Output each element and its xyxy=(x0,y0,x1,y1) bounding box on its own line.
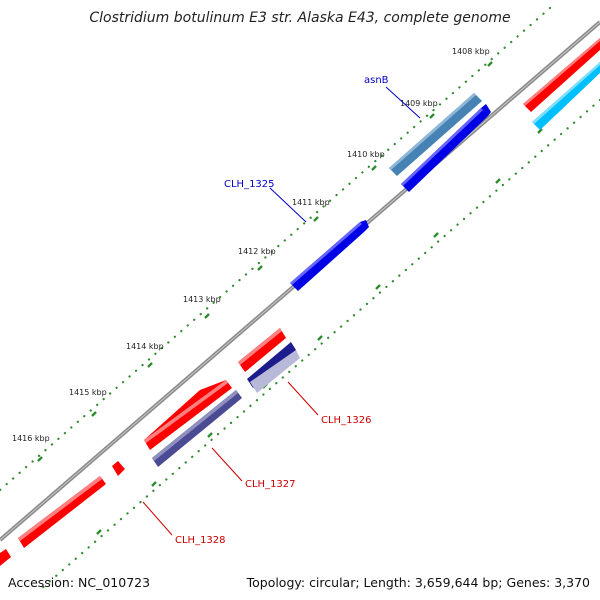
gene-label-clh1327[interactable]: CLH_1327 xyxy=(245,479,296,490)
tick-label-1416: 1416 kbp xyxy=(12,434,50,443)
tick-label-1414: 1414 kbp xyxy=(126,342,164,351)
tick-label-1415: 1415 kbp xyxy=(69,388,107,397)
tick-label-1410: 1410 kbp xyxy=(347,150,385,159)
gene-forward-1[interactable] xyxy=(401,104,491,192)
length-text: Length: 3,659,644 bp; xyxy=(363,575,503,590)
clh1325-leader xyxy=(269,187,307,223)
gene-label-clh1328[interactable]: CLH_1328 xyxy=(175,535,226,546)
accession-text: Accession: NC_010723 xyxy=(8,575,151,590)
gene-reverse-edge[interactable] xyxy=(0,549,11,566)
gene-clh1326[interactable] xyxy=(247,342,300,393)
clh1326-leader xyxy=(287,381,319,416)
map-title: Clostridium botulinum E3 str. Alaska E43… xyxy=(89,10,511,26)
inner-tick-dots xyxy=(38,98,600,592)
gene-reverse-red-1[interactable] xyxy=(238,328,286,372)
gene-asnB[interactable] xyxy=(389,93,482,176)
tick-label-1412: 1412 kbp xyxy=(238,247,276,256)
genome-stats: Topology: circular; Length: 3,659,644 bp… xyxy=(247,575,590,590)
gene-clh1325[interactable] xyxy=(290,220,369,291)
gene-clh1327[interactable] xyxy=(152,390,242,467)
clh1328-leader xyxy=(142,501,173,536)
gene-clh1328[interactable] xyxy=(18,476,106,548)
tick-label-1411: 1411 kbp xyxy=(292,198,330,207)
gene-reverse-top-red[interactable] xyxy=(523,38,600,112)
topology-text: Topology: circular; xyxy=(246,575,360,590)
genes-text: Genes: 3,370 xyxy=(506,575,590,590)
asnB-leader xyxy=(385,86,421,119)
tick-label-1409: 1409 kbp xyxy=(400,99,438,108)
gene-label-clh1326[interactable]: CLH_1326 xyxy=(321,415,372,426)
gene-reverse-top-cyan[interactable] xyxy=(532,62,600,130)
gene-reverse-small[interactable] xyxy=(112,461,125,476)
gene-label-asnB[interactable]: asnB xyxy=(364,75,389,86)
tick-label-1413: 1413 kbp xyxy=(183,295,221,304)
gene-label-clh1325[interactable]: CLH_1325 xyxy=(224,179,275,190)
tick-label-1408: 1408 kbp xyxy=(452,47,490,56)
clh1327-leader xyxy=(211,447,243,482)
gene-reverse-red-2[interactable] xyxy=(144,380,232,450)
